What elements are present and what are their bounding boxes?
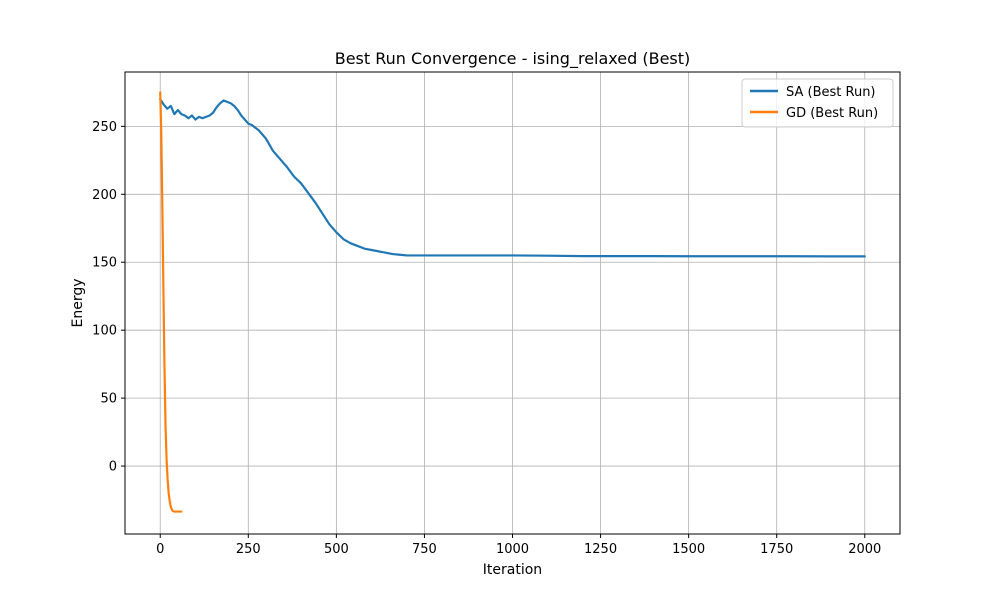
y-tick-label: 0 (109, 460, 117, 475)
x-axis-label: Iteration (483, 562, 542, 578)
x-tick-label: 750 (412, 542, 437, 557)
x-tick-label: 1750 (760, 542, 793, 557)
y-tick-label: 50 (100, 392, 117, 407)
grid (125, 72, 900, 534)
series-line-gd (159, 91, 183, 513)
y-tick-label: 200 (92, 188, 117, 203)
y-tick-label: 100 (92, 324, 117, 339)
chart-title: Best Run Convergence - ising_relaxed (Be… (335, 49, 691, 69)
x-tick-label: 1250 (584, 542, 617, 557)
series-lines (159, 91, 866, 513)
legend: SA (Best Run) GD (Best Run) (741, 78, 894, 128)
axis-ticks: 0 250 500 750 1000 1250 1500 1750 2000 0 50 100 150 2… (92, 120, 881, 557)
legend-label-sa: SA (Best Run) (786, 85, 876, 100)
series-line-sa (159, 98, 866, 258)
y-tick-label: 150 (92, 256, 117, 271)
x-tick-label: 2000 (848, 542, 881, 557)
x-tick-label: 500 (324, 542, 349, 557)
y-tick-label: 250 (92, 120, 117, 135)
legend-label-gd: GD (Best Run) (786, 106, 878, 121)
x-tick-label: 250 (236, 542, 261, 557)
x-tick-label: 1500 (672, 542, 705, 557)
x-tick-label: 1000 (496, 542, 529, 557)
y-axis-label: Energy (70, 278, 86, 327)
legend-box (741, 78, 894, 128)
x-tick-label: 0 (156, 542, 164, 557)
